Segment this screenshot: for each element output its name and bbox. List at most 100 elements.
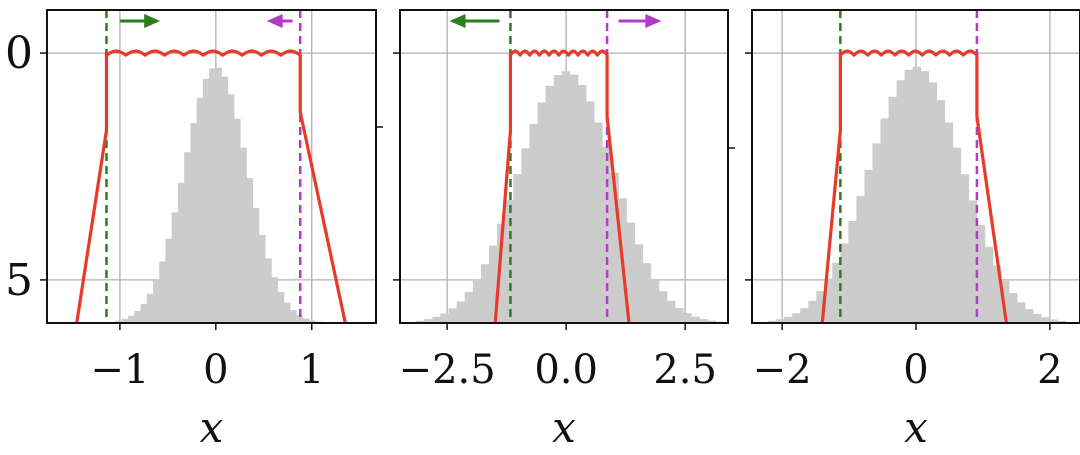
- histogram-bar: [521, 148, 530, 323]
- histogram-bar: [896, 80, 905, 323]
- histogram-bar: [586, 101, 595, 323]
- histogram-bar: [840, 243, 849, 323]
- histogram-bar: [650, 278, 660, 323]
- x-tick-label: 1: [299, 347, 324, 393]
- y-tick-label: 0: [5, 28, 33, 79]
- x-tick-label: 2: [1037, 347, 1062, 393]
- histogram-bar: [944, 122, 954, 323]
- y-tick-label: 5: [5, 255, 33, 306]
- histogram-bar: [667, 300, 676, 323]
- plot-area: [752, 10, 1080, 323]
- panel-1: −1 0 1 0 5 x: [5, 9, 377, 452]
- histogram-bar: [1033, 313, 1042, 323]
- histogram-bar: [928, 82, 938, 323]
- histogram-bar: [683, 313, 692, 323]
- histogram-bar: [215, 67, 222, 323]
- histogram-bar: [302, 318, 310, 323]
- x-tick-label: 0: [903, 347, 928, 393]
- histogram-bar: [1017, 302, 1026, 323]
- histogram-bar: [658, 291, 668, 323]
- histogram-bar: [196, 97, 204, 323]
- x-tick-label: 0.0: [534, 347, 598, 393]
- histogram-bar: [121, 318, 129, 323]
- red-curve: [820, 49, 1008, 323]
- histogram-bar: [258, 234, 266, 323]
- axes-frame: [399, 9, 729, 324]
- histogram-bar: [1049, 319, 1058, 323]
- x-tick-label: −2: [753, 347, 812, 393]
- histogram-bar: [569, 74, 579, 323]
- histogram-bar: [472, 279, 482, 323]
- histogram-bar: [252, 207, 260, 323]
- histogram-bar: [784, 316, 793, 323]
- histogram-bar: [202, 78, 210, 323]
- histogram-bar: [816, 291, 825, 323]
- histogram-bar: [976, 224, 986, 323]
- arrow-right-icon: [144, 14, 161, 28]
- histogram-bar: [578, 84, 587, 323]
- histogram-bar: [920, 71, 930, 323]
- histogram-bar: [165, 238, 172, 323]
- histogram-bar: [872, 143, 881, 323]
- histogram-bar: [209, 68, 216, 323]
- histogram-bar: [1001, 280, 1010, 323]
- histogram-bar: [277, 291, 285, 323]
- histogram-bar: [952, 147, 962, 323]
- histogram-bar: [561, 71, 571, 323]
- histogram-bar: [159, 261, 166, 323]
- histogram-bar: [912, 66, 921, 323]
- histogram-bar: [1009, 293, 1018, 323]
- histogram-bar: [537, 102, 546, 323]
- histogram-bar: [246, 178, 254, 323]
- histogram-bar: [128, 315, 135, 323]
- histogram-bar: [171, 212, 179, 323]
- histogram-bar: [984, 246, 994, 323]
- histogram-bar: [489, 245, 498, 323]
- histogram-bar: [1041, 317, 1050, 323]
- histogram-bar: [134, 311, 141, 323]
- histogram-bar: [992, 265, 1002, 323]
- axes-frame: [46, 9, 377, 324]
- histogram-bar: [776, 319, 785, 323]
- histogram-bar: [800, 308, 809, 323]
- histogram-bar: [480, 264, 490, 323]
- x-axis-label: x: [904, 403, 928, 452]
- histogram-bar: [594, 122, 603, 323]
- histogram-bar: [308, 320, 316, 323]
- histogram-bar: [880, 118, 889, 323]
- red-curve: [75, 49, 347, 323]
- histogram-bar: [240, 147, 247, 323]
- histogram-bar: [808, 300, 817, 323]
- histogram-bar: [234, 118, 241, 323]
- histogram-bar: [626, 222, 635, 323]
- histogram-bar: [140, 303, 148, 323]
- histogram-bar: [634, 244, 644, 323]
- histogram-bar: [936, 100, 946, 323]
- x-tick-label: 0: [203, 347, 228, 393]
- histogram-bar: [848, 220, 857, 323]
- x-tick-label: −1: [90, 347, 149, 393]
- plot-area: [47, 10, 376, 323]
- histogram-bar: [177, 182, 185, 323]
- histogram-bar: [888, 96, 897, 323]
- x-tick-label: −2.5: [399, 347, 496, 393]
- x-tick-label: 2.5: [653, 347, 717, 393]
- histogram-bar: [227, 94, 235, 323]
- red-curve: [493, 49, 631, 323]
- histogram-bar: [642, 263, 652, 323]
- histogram-bar: [529, 123, 538, 323]
- histogram-bar: [553, 75, 563, 323]
- histogram-bar: [283, 302, 291, 323]
- histogram-bar: [904, 69, 913, 323]
- histogram-bar: [115, 320, 123, 323]
- histogram-bar: [699, 319, 708, 323]
- histogram-bar: [290, 310, 297, 323]
- arrow-left-icon: [449, 14, 466, 28]
- histogram-bar: [221, 76, 229, 323]
- panel-3: −2 0 2 x: [745, 9, 1080, 452]
- histogram-bar: [146, 293, 154, 323]
- histogram-bar: [184, 152, 191, 323]
- histogram-bar: [513, 174, 522, 323]
